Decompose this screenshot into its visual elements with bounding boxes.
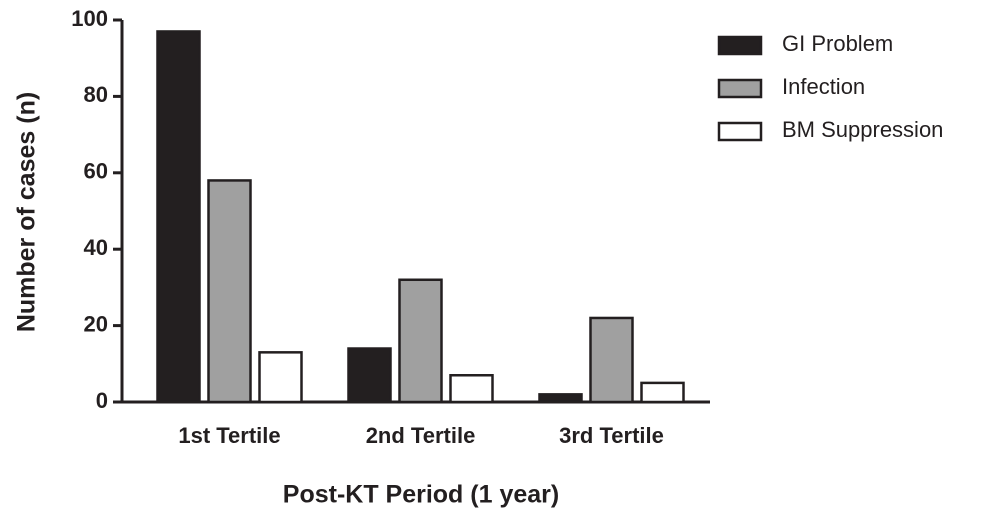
- bar: [398, 278, 443, 404]
- x-axis-title: Post-KT Period (1 year): [283, 481, 559, 509]
- bar: [449, 374, 494, 404]
- y-tick-label: 80: [84, 82, 108, 107]
- y-axis-title: Number of cases (n): [13, 92, 41, 332]
- y-tick-label: 0: [96, 388, 108, 413]
- bar: [207, 179, 252, 404]
- x-tick-label: 1st Tertile: [178, 423, 280, 448]
- legend-swatch: [717, 35, 763, 56]
- legend-label: BM Suppression: [782, 117, 943, 142]
- y-tick-label: 40: [84, 235, 108, 260]
- x-tick-label: 3rd Tertile: [559, 423, 664, 448]
- y-tick-label: 60: [84, 159, 108, 184]
- bar: [538, 393, 583, 404]
- x-tick-label: 2nd Tertile: [366, 423, 476, 448]
- bar: [640, 381, 685, 404]
- legend-swatch: [717, 78, 763, 99]
- legend-swatch: [717, 121, 763, 142]
- bar: [347, 347, 392, 404]
- bar: [589, 316, 634, 404]
- legend-label: Infection: [782, 74, 865, 99]
- y-tick-label: 20: [84, 311, 108, 336]
- bar: [258, 351, 303, 404]
- y-tick-label: 100: [71, 6, 108, 31]
- legend-label: GI Problem: [782, 31, 893, 56]
- bar: [156, 30, 201, 404]
